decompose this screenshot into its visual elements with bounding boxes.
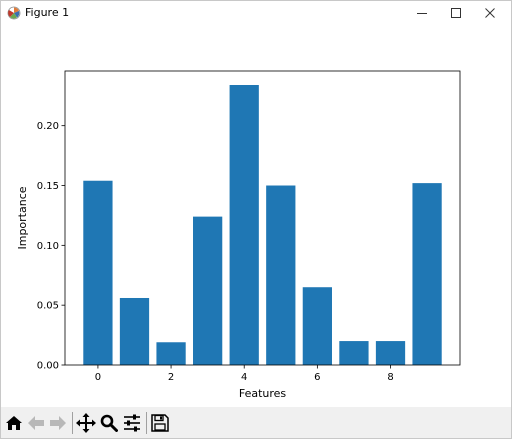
matplotlib-icon <box>7 6 21 20</box>
minimize-button[interactable] <box>405 1 439 25</box>
configure-subplots-button[interactable] <box>121 412 143 434</box>
bar-feature-2 <box>156 342 186 365</box>
bar-chart: 0.00 0.05 0.10 0.15 0.20 0 2 4 6 8 Features Importa… <box>16 70 461 400</box>
minimize-icon <box>417 13 427 14</box>
y-tick-label: 0.15 <box>37 181 59 192</box>
y-axis-label: Importance <box>16 186 29 249</box>
configure-subplots-icon <box>124 414 140 432</box>
maximize-button[interactable] <box>439 1 473 25</box>
toolbar-separator <box>146 412 147 434</box>
home-icon <box>6 416 22 430</box>
close-icon <box>485 8 495 18</box>
pan-button[interactable] <box>75 412 97 434</box>
maximize-icon <box>451 8 461 18</box>
title-bar: Figure 1 <box>1 1 511 25</box>
bar-feature-6 <box>302 287 332 365</box>
y-tick-label: 0.20 <box>37 121 59 132</box>
x-tick-label: 6 <box>314 372 320 383</box>
back-arrow-icon <box>28 416 44 430</box>
bar-feature-4 <box>229 85 259 365</box>
zoom-magnifier-icon <box>100 414 118 432</box>
bar-feature-8 <box>375 341 406 365</box>
forward-arrow-icon <box>50 416 66 430</box>
forward-button[interactable] <box>47 412 69 434</box>
close-button[interactable] <box>473 1 507 25</box>
pan-move-icon <box>76 413 96 433</box>
bar-feature-9 <box>412 183 442 365</box>
x-tick-label: 0 <box>95 372 101 383</box>
y-tick-label: 0.10 <box>37 241 59 252</box>
y-tick-label: 0.05 <box>37 301 59 312</box>
home-button[interactable] <box>3 412 25 434</box>
bar-feature-0 <box>83 180 113 365</box>
save-floppy-icon <box>151 414 169 432</box>
x-axis-label: Features <box>239 387 287 400</box>
save-button[interactable] <box>149 412 171 434</box>
x-tick-label: 4 <box>241 372 247 383</box>
toolbar-separator <box>72 412 73 434</box>
zoom-button[interactable] <box>98 412 120 434</box>
bar-feature-7 <box>339 341 369 365</box>
x-tick-label: 2 <box>168 372 174 383</box>
bar-feature-5 <box>266 185 296 365</box>
window-title: Figure 1 <box>25 6 70 19</box>
bar-feature-1 <box>119 297 150 365</box>
y-tick-label: 0.00 <box>37 361 59 372</box>
x-tick-label: 8 <box>387 372 393 383</box>
axes-frame <box>64 70 461 366</box>
figure-canvas[interactable]: 0.00 0.05 0.10 0.15 0.20 0 2 4 6 8 Features Importa… <box>1 25 511 407</box>
bar-feature-3 <box>193 216 223 365</box>
back-button[interactable] <box>25 412 47 434</box>
navigation-toolbar <box>1 407 511 438</box>
